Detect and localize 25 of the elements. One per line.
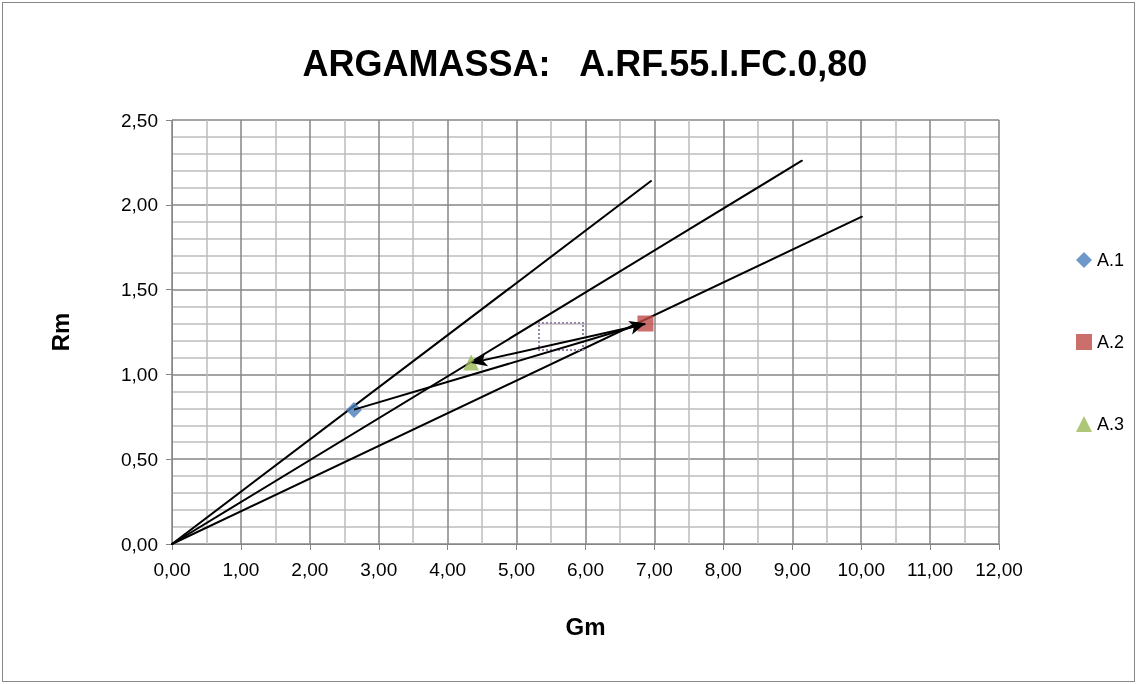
x-tick-label: 4,00 [429, 559, 467, 580]
legend-label: A.2 [1096, 332, 1125, 352]
x-tick-label: 0,00 [153, 559, 191, 580]
x-tick-label: 2,00 [291, 559, 329, 580]
y-tick-label: 0,50 [121, 448, 158, 470]
x-tick-label: 1,00 [222, 559, 260, 580]
x-tick-label: 7,00 [635, 559, 673, 580]
y-tick-label: 1,00 [121, 363, 158, 385]
x-tick-label: 10,00 [837, 559, 885, 580]
y-tick-label: 2,50 [121, 109, 158, 131]
y-tick-label: 2,00 [121, 194, 158, 216]
x-axis-title: Gm [565, 612, 606, 640]
x-tick-label: 12,00 [975, 559, 1023, 580]
legend-label: A.1 [1096, 250, 1125, 270]
x-tick-label: 9,00 [773, 559, 811, 580]
x-tick-label: 6,00 [567, 559, 604, 580]
x-tick-label: 3,00 [360, 559, 398, 580]
y-tick-label: 1,50 [121, 279, 158, 301]
x-tick-label: 5,00 [498, 559, 536, 580]
x-tick-label: 8,00 [704, 559, 742, 580]
x-tick-label: 11,00 [907, 559, 954, 580]
chart-title: ARGAMASSA: A.RF.55.I.FC.0,80 [302, 42, 868, 84]
y-axis-title: Rm [46, 312, 74, 352]
y-tick-label: 0,00 [121, 533, 158, 555]
legend-label: A.3 [1096, 414, 1125, 434]
